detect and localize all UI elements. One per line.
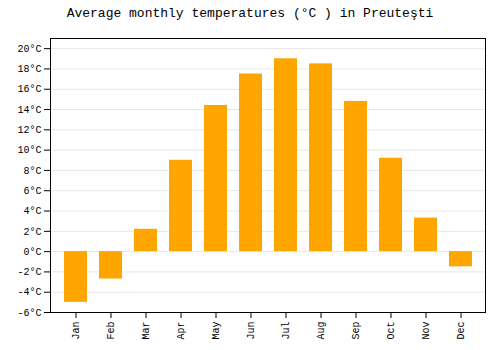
svg-text:Nov: Nov <box>421 322 432 340</box>
svg-text:-2°C: -2°C <box>17 267 41 278</box>
svg-text:20°C: 20°C <box>17 44 41 55</box>
svg-text:4°C: 4°C <box>23 206 41 217</box>
svg-text:16°C: 16°C <box>17 84 41 95</box>
svg-text:Mar: Mar <box>141 322 152 340</box>
svg-text:10°C: 10°C <box>17 145 41 156</box>
svg-text:Jul: Jul <box>281 322 292 340</box>
svg-text:Apr: Apr <box>176 322 187 340</box>
svg-text:6°C: 6°C <box>23 186 41 197</box>
svg-text:18°C: 18°C <box>17 64 41 75</box>
svg-text:Dec: Dec <box>456 322 467 340</box>
svg-text:0°C: 0°C <box>23 247 41 258</box>
svg-text:Jun: Jun <box>246 322 257 340</box>
svg-text:May: May <box>211 322 222 340</box>
svg-text:-6°C: -6°C <box>17 308 41 319</box>
svg-text:Feb: Feb <box>106 322 117 340</box>
svg-text:8°C: 8°C <box>23 166 41 177</box>
svg-text:12°C: 12°C <box>17 125 41 136</box>
svg-text:-4°C: -4°C <box>17 287 41 298</box>
svg-text:Oct: Oct <box>386 322 397 340</box>
svg-text:2°C: 2°C <box>23 227 41 238</box>
svg-text:Sep: Sep <box>351 322 362 340</box>
html-text:Average monthly temperatures (: Average monthly temperatures (°C ) in Pr… <box>66 6 434 21</box>
svg-text:14°C: 14°C <box>17 105 41 116</box>
svg-text:Jan: Jan <box>71 322 82 340</box>
svg-text:Aug: Aug <box>316 322 327 340</box>
